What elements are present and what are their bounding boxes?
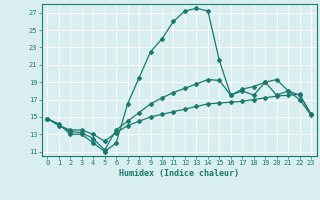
X-axis label: Humidex (Indice chaleur): Humidex (Indice chaleur) (119, 169, 239, 178)
